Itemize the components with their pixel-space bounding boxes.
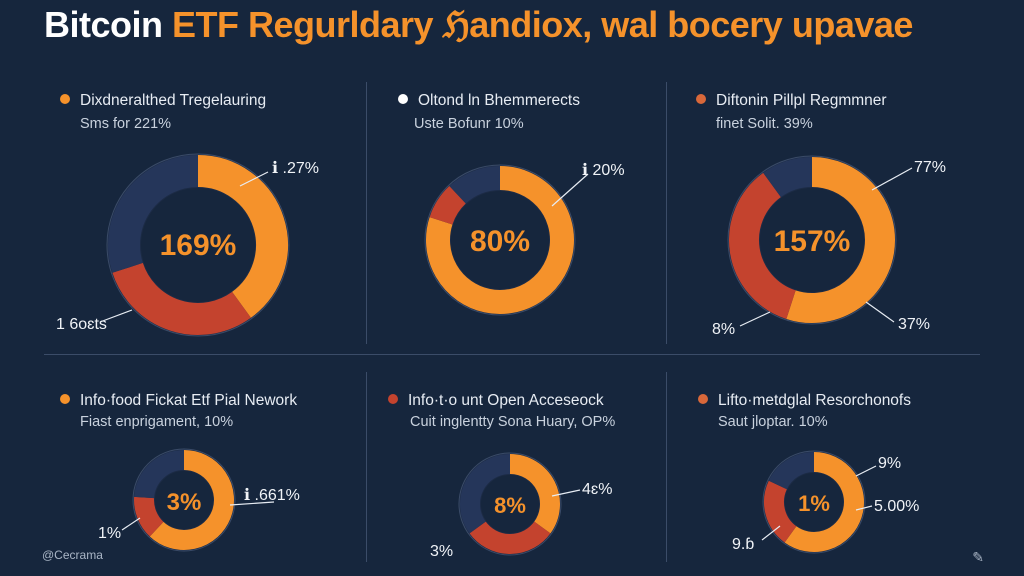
donut-segment-2: [764, 480, 797, 543]
donut-segment-3: [768, 452, 815, 490]
callout-pointer: [761, 525, 781, 541]
vertical-divider-2: [666, 82, 667, 344]
panel-heading: Oltond ln Bhemmerects: [398, 92, 580, 110]
callout-label: 9%: [878, 455, 901, 472]
callout-label: 3%: [430, 543, 453, 560]
panel-heading-text: Oltond ln Bhemmerects: [418, 92, 580, 109]
panel-heading: Diftonin Pillpl Regmmner: [696, 92, 887, 110]
callout-pointer: [855, 465, 877, 477]
donut-center-label: 8%: [494, 493, 526, 518]
panel-subheading: Cuit inglentty Sona Huary, OP%: [410, 414, 616, 430]
donut-segment-1: [509, 454, 560, 534]
donut-segment-2: [134, 496, 164, 537]
callout-pointer: [871, 167, 913, 191]
vertical-divider-4: [666, 372, 667, 562]
donut-segment-3: [449, 166, 501, 204]
bullet-icon: [696, 94, 706, 104]
callout-label: 8%: [712, 321, 735, 338]
donut-segment-1: [426, 166, 574, 314]
panel-heading-text: Lifto·metdglal Resorchonofs: [718, 392, 911, 409]
horizontal-divider: [44, 354, 980, 355]
panel-heading-text: Info·t·o unt Open Acceseock: [408, 392, 604, 409]
callout-label: 1 6oɛts: [56, 316, 107, 333]
callout-label: 4ɛ%: [582, 481, 612, 498]
callout-pointer: [239, 171, 269, 187]
donut-center-label: 157%: [774, 225, 851, 258]
donut-segment-1: [786, 157, 895, 323]
donut-outline: [106, 153, 290, 337]
footer-credit: @Cecrama: [42, 548, 103, 562]
panel-heading: Dixdneralthed Tregelauring: [60, 92, 266, 110]
donut-segment-2: [429, 186, 467, 226]
donut-center-label: 80%: [470, 225, 530, 258]
callout-label: 1%: [98, 525, 121, 542]
callout-label: 37%: [898, 316, 930, 333]
donut-segment-3: [763, 157, 813, 198]
panel-subheading: Fiast enprigament, 10%: [80, 414, 234, 430]
pen-icon: ✎: [972, 549, 984, 565]
bullet-icon: [60, 94, 70, 104]
bullet-icon: [388, 394, 398, 404]
panel-subheading: finet Solit. 39%: [716, 116, 813, 132]
callout-label: ℹ .661%: [244, 487, 300, 504]
panel-heading: Lifto·metdglal Resorchonofs: [698, 392, 911, 410]
panel-subheading: Uste Bofunr 10%: [414, 116, 524, 132]
callout-pointer: [855, 505, 873, 511]
donut-segment-3: [134, 450, 185, 499]
callout-pointer: [121, 517, 141, 531]
donut-segment-1: [197, 155, 288, 318]
panel-heading-text: Info·food Fickat Etf Pial Nework: [80, 392, 298, 409]
donut-segment-2: [729, 172, 797, 319]
page-title: Bitcoin ETF Regurldary ℌandiox, wal boce…: [44, 4, 913, 46]
title-part-4: wal bocery upavae: [601, 4, 913, 45]
donut-outline: [762, 450, 866, 554]
panel-heading-text: Diftonin Pillpl Regmmner: [716, 92, 887, 109]
callout-label: 9.ɓ: [732, 536, 754, 553]
donut-center-label: 169%: [160, 229, 237, 262]
bullet-icon: [60, 394, 70, 404]
callout-label: 5.00%: [874, 498, 919, 515]
callout-pointer: [865, 301, 895, 323]
callout-label: 77%: [914, 159, 946, 176]
title-part-3: ℌandiox,: [442, 4, 602, 45]
donut-center-label: 3%: [167, 489, 202, 516]
donut-outline: [424, 164, 576, 316]
panel-heading-text: Dixdneralthed Tregelauring: [80, 92, 267, 109]
callout-pointer: [739, 311, 771, 327]
panel-heading: Info·t·o unt Open Acceseock: [388, 392, 604, 410]
callout-pointer: [551, 489, 581, 497]
vertical-divider-3: [366, 372, 367, 562]
panel-subheading: Sms for 221%: [80, 116, 172, 132]
donut-outline: [132, 448, 236, 552]
bullet-icon: [698, 394, 708, 404]
callout-pointer: [99, 309, 133, 323]
donut-segment-1: [149, 450, 234, 550]
donut-segment-3: [460, 454, 511, 534]
panel-subheading: Saut jloptar. 10%: [718, 414, 828, 430]
donut-segment-2: [469, 521, 551, 554]
callout-label: ℹ 20%: [582, 162, 625, 179]
donut-center-label: 1%: [798, 491, 830, 516]
donut-segment-2: [112, 262, 251, 335]
bullet-icon: [398, 94, 408, 104]
callout-pointer: [229, 501, 275, 506]
vertical-divider-1: [366, 82, 367, 344]
donut-segment-3: [108, 155, 199, 273]
title-part-2: ETF Regurldary: [172, 4, 443, 45]
panel-heading: Info·food Fickat Etf Pial Nework: [60, 392, 297, 410]
callout-label: ℹ .27%: [272, 160, 319, 177]
donut-outline: [458, 452, 562, 556]
donut-segment-1: [784, 452, 864, 552]
title-part-1: Bitcoin: [44, 4, 172, 45]
callout-pointer: [551, 173, 589, 207]
donut-outline: [727, 155, 897, 325]
